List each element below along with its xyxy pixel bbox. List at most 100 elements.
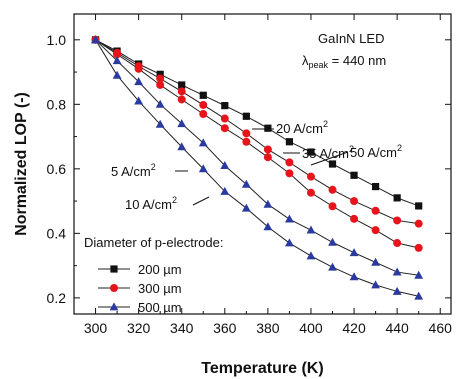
data-point: [199, 100, 208, 109]
current-label-50: 50 A/cm2: [350, 143, 402, 160]
current-label-5: 5 A/cm2: [111, 162, 156, 179]
data-point: [220, 114, 229, 123]
data-point: [155, 99, 165, 108]
data-point: [372, 182, 380, 191]
y-tick-label: 0.2: [47, 290, 67, 306]
legend-marker: [109, 302, 119, 311]
y-tick-label: 1.0: [47, 32, 67, 48]
x-tick-label: 320: [127, 320, 151, 336]
data-point: [285, 214, 294, 223]
data-point: [220, 161, 230, 170]
series-line: [95, 39, 419, 276]
data-point: [241, 203, 251, 212]
data-point: [349, 248, 359, 257]
plot-area-border: [73, 13, 452, 315]
data-point: [350, 197, 359, 206]
data-point: [220, 186, 230, 195]
series-circle-2: [91, 35, 423, 252]
x-axis: 300 320 340 360 380 400 420 440 460: [84, 14, 452, 336]
y-axis-title: Normalized LOP (-): [13, 92, 30, 236]
peak-wavelength-label: λpeak = 440 nm: [302, 53, 386, 70]
data-point: [91, 35, 100, 44]
data-point: [306, 188, 315, 197]
x-tick-label: 300: [84, 320, 108, 336]
data-point: [285, 238, 294, 247]
x-tick-label: 420: [342, 320, 366, 336]
legend: Diameter of p-electrode: 200 µm 300 µm 500…: [84, 235, 223, 315]
x-tick-label: 360: [213, 320, 237, 336]
data-point: [328, 262, 337, 271]
data-point: [371, 257, 380, 266]
data-point: [242, 112, 250, 120]
x-tick-label: 460: [429, 320, 453, 336]
legend-label: 500 µm: [138, 300, 182, 315]
data-point: [242, 129, 251, 138]
y-tick-label: 0.8: [47, 96, 67, 112]
data-point: [371, 226, 380, 235]
leader-10: [192, 196, 210, 206]
data-point: [134, 64, 143, 73]
data-point: [307, 148, 315, 156]
data-point: [328, 202, 337, 211]
data-point: [177, 119, 187, 128]
x-tick-label: 380: [256, 320, 280, 336]
current-label-20: 20 A/cm2: [276, 119, 328, 136]
x-tick-label: 400: [299, 320, 323, 336]
x-tick-label: 440: [385, 320, 409, 336]
data-point: [264, 124, 272, 132]
data-point: [414, 243, 423, 252]
data-point: [392, 267, 402, 276]
data-point: [414, 219, 423, 228]
data-point: [328, 160, 337, 168]
data-point: [306, 251, 316, 260]
data-point: [350, 171, 358, 179]
data-point: [221, 102, 229, 110]
current-density-labels: 20 A/cm2 35 A/cm2 50 A/cm2 5 A/cm2 10 A/…: [111, 119, 402, 212]
legend-marker: [110, 284, 118, 292]
data-point: [156, 80, 165, 89]
data-point: [393, 216, 402, 225]
data-point: [285, 138, 294, 146]
data-point: [328, 237, 337, 246]
series-line: [95, 39, 419, 297]
data-point: [328, 185, 337, 194]
data-point: [392, 286, 402, 295]
data-point: [285, 169, 294, 178]
data-point: [134, 96, 144, 105]
data-point: [198, 138, 208, 147]
data-point: [263, 145, 272, 154]
y-tick-label: 0.6: [47, 161, 67, 177]
data-point: [263, 199, 273, 208]
data-point: [178, 81, 186, 89]
data-point: [220, 124, 229, 133]
legend-marker: [110, 265, 118, 273]
data-point: [156, 70, 164, 78]
data-point: [393, 194, 401, 202]
data-point: [177, 142, 187, 151]
data-point: [415, 202, 423, 210]
data-point: [199, 110, 208, 118]
x-axis-title: Temperature (K): [201, 360, 323, 377]
plot-frame: [73, 13, 452, 315]
data-point: [393, 239, 402, 248]
series-line: [95, 39, 419, 225]
series-triangle-4: [91, 35, 424, 300]
data-point: [242, 137, 251, 146]
data-point: [113, 50, 122, 59]
data-point: [414, 270, 424, 279]
data-point: [156, 74, 165, 83]
data-point: [371, 280, 380, 289]
series-line: [95, 39, 419, 207]
data-point: [349, 272, 359, 281]
legend-label: 200 µm: [138, 262, 182, 277]
data-point: [263, 222, 273, 231]
series-layer: [91, 35, 424, 300]
data-point: [112, 56, 122, 65]
data-point: [241, 179, 251, 188]
series-line: [95, 39, 419, 249]
legend-label: 300 µm: [138, 281, 182, 296]
current-label-10: 10 A/cm2: [125, 195, 177, 212]
device-label: GaInN LED: [318, 31, 384, 46]
data-point: [371, 206, 380, 215]
data-point: [134, 77, 144, 86]
